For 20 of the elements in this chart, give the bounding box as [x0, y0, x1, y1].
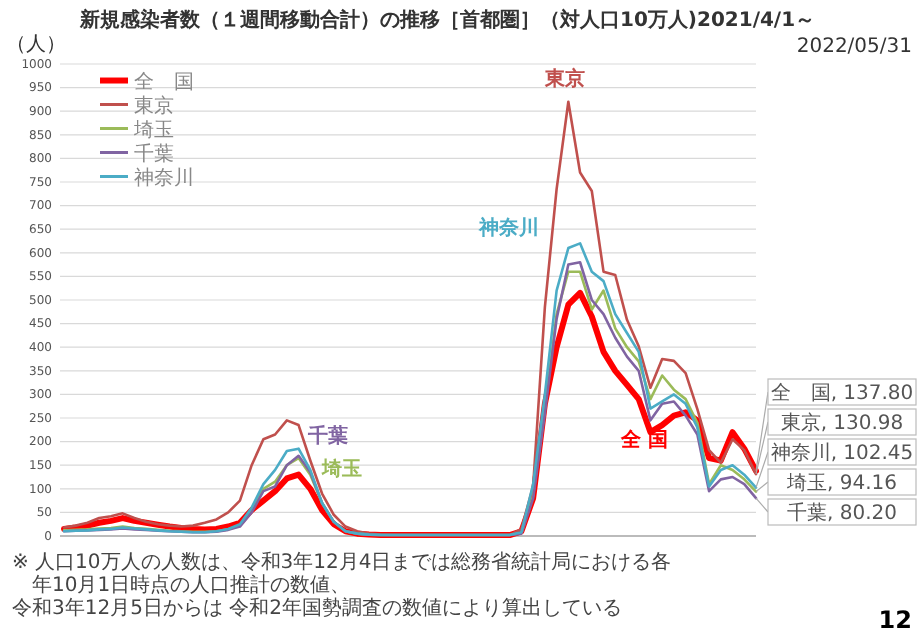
text: 12: [878, 606, 912, 634]
legend-label: 千葉: [134, 141, 174, 166]
legend-label: 埼玉: [132, 117, 174, 142]
data-label: 東京, 130.98: [780, 411, 904, 435]
annotation: 千葉: [305, 423, 348, 448]
data-label: 千葉, 80.20: [787, 501, 897, 525]
annotation: 神奈川: [476, 215, 539, 240]
legend-label: 東京: [134, 93, 174, 118]
text: 令和3年12月5日からは 令和2年国勢調査の数値により算出している: [12, 596, 622, 620]
legend-label: 神奈川: [134, 165, 194, 190]
annotation: 東京: [542, 67, 585, 92]
data-label: 埼玉, 94.16: [785, 471, 897, 495]
data-label: 全 国, 137.80: [770, 381, 914, 405]
text: ※ 人口10万人の人数は、令和3年12月4日までは総務省統計局における各年10月1日時点の人口推計の数値、: [12, 550, 672, 597]
data-label: 神奈川, 102.45: [770, 441, 914, 465]
chart-title: 新規感染者数（１週間移動合計）の推移［首都圏］（対人口10万人)2021/4/1～: [78, 8, 816, 32]
y-axis-title: （人）: [6, 34, 66, 56]
legend-label: 全 国: [134, 69, 194, 94]
text: 2022/05/31: [796, 36, 912, 58]
annotation: 埼玉: [319, 456, 362, 481]
